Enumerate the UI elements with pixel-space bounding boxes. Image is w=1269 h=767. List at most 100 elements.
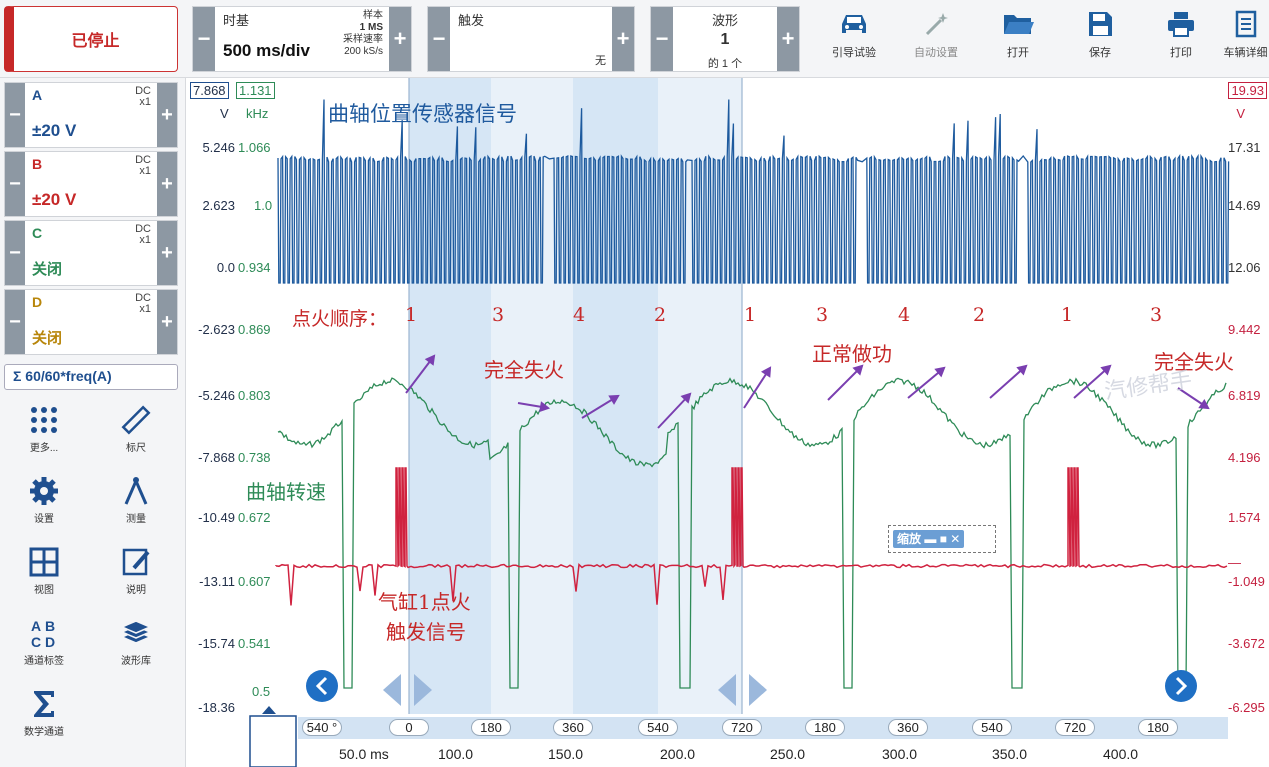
channel-b-panel[interactable]: − B DC x1 ±20 V + xyxy=(4,151,178,217)
channel-d-panel[interactable]: − D DC x1 关闭 + xyxy=(4,289,178,355)
channel-d-range[interactable]: 关闭 xyxy=(32,330,63,347)
firing-order-number: 3 xyxy=(816,304,829,326)
waveform-canvas[interactable] xyxy=(188,78,1269,767)
right-axis-tick: -6.295 xyxy=(1228,700,1265,715)
angle-tick: 540 xyxy=(972,719,1012,736)
samples-value: 1 MS xyxy=(359,22,383,33)
document-icon xyxy=(1235,10,1256,38)
trigger-minus-button[interactable]: − xyxy=(428,7,450,71)
channel-d-plus-button[interactable]: + xyxy=(157,290,177,354)
channel-c-minus-button[interactable]: − xyxy=(5,221,25,285)
more-button[interactable]: 更多... xyxy=(4,404,84,466)
freq-axis-tick: 1.0 xyxy=(254,198,273,213)
waveform-minus-button[interactable]: − xyxy=(651,7,673,71)
trigger-position-box[interactable] xyxy=(249,715,297,767)
open-button[interactable]: 打开 xyxy=(982,6,1054,70)
crank-speed-trace xyxy=(277,377,1227,689)
chevron-right-icon xyxy=(1175,676,1188,696)
firing-order-number: 4 xyxy=(573,304,586,326)
left-unit-volt: V xyxy=(220,106,229,121)
channel-b-range[interactable]: ±20 V xyxy=(32,190,77,209)
freq-axis-tick: 1.066 xyxy=(238,140,271,155)
save-button[interactable]: 保存 xyxy=(1064,6,1136,70)
left-axis-tick: -10.49 xyxy=(198,510,235,525)
channel-c-plus-button[interactable]: + xyxy=(157,221,177,285)
right-axis-tick: 14.69 xyxy=(1228,198,1261,213)
auto-setup-button[interactable]: 自动设置 xyxy=(900,6,972,70)
timebase-minus-button[interactable]: − xyxy=(193,7,215,71)
waveform-plus-button[interactable]: + xyxy=(777,7,799,71)
channel-a-probe[interactable]: x1 xyxy=(139,96,151,108)
channel-b-minus-button[interactable]: − xyxy=(5,152,25,216)
channel-a-minus-button[interactable]: − xyxy=(5,83,25,147)
channel-a-coupling[interactable]: DC xyxy=(135,85,151,97)
arrow-head xyxy=(608,394,620,405)
compass-icon xyxy=(124,477,148,505)
crank-signal-trace xyxy=(277,99,1230,284)
measure-button[interactable]: 测量 xyxy=(96,475,176,537)
trigger-mode[interactable]: 无 xyxy=(595,55,606,67)
time-tick: 50.0 ms xyxy=(339,746,389,762)
channel-b-probe[interactable]: x1 xyxy=(139,165,151,177)
print-label: 打印 xyxy=(1170,47,1192,59)
arrow-head xyxy=(852,364,864,376)
left-badge-a[interactable]: 7.868 xyxy=(190,82,229,99)
zoom-box[interactable]: 缩放 ▬ ■ ✕ xyxy=(888,525,996,553)
vehicle-details-label: 车辆详细 xyxy=(1223,47,1268,59)
math-channel-button[interactable]: Σ 60/60*freq(A) xyxy=(4,364,178,390)
channel-d-coupling[interactable]: DC xyxy=(135,292,151,304)
settings-button[interactable]: 设置 xyxy=(4,475,84,537)
timebase-value[interactable]: 500 ms/div xyxy=(223,41,310,60)
left-axis-tick: -5.246 xyxy=(198,388,235,403)
scope-plot[interactable]: 7.868 1.131 V kHz 19.93 V 5.246 2.623 0.0 -… xyxy=(188,78,1269,767)
channel-d-name: D xyxy=(32,294,43,310)
left-axis-tick: 2.623 xyxy=(202,198,235,213)
ruler-handle-left-a[interactable] xyxy=(383,674,401,706)
ruler-handle-right-b[interactable] xyxy=(749,674,767,706)
ruler-handle-right-a[interactable] xyxy=(718,674,736,706)
vehicle-details-button[interactable]: 车辆详细 xyxy=(1222,6,1269,70)
stop-button[interactable]: 已停止 xyxy=(4,6,178,72)
print-button[interactable]: 打印 xyxy=(1145,6,1217,70)
chevron-left-icon xyxy=(315,676,328,696)
channel-a-panel[interactable]: − A DC x1 ±20 V + xyxy=(4,82,178,148)
trigger-marker[interactable] xyxy=(262,706,276,714)
scroll-left-button[interactable] xyxy=(306,670,338,702)
left-badge-b[interactable]: 1.131 xyxy=(236,82,275,99)
channel-d-probe[interactable]: x1 xyxy=(139,303,151,315)
channel-b-coupling[interactable]: DC xyxy=(135,154,151,166)
channel-c-coupling[interactable]: DC xyxy=(135,223,151,235)
trigger-trace xyxy=(275,467,1228,606)
channel-c-panel[interactable]: − C DC x1 关闭 + xyxy=(4,220,178,286)
channel-d-minus-button[interactable]: − xyxy=(5,290,25,354)
channel-a-plus-button[interactable]: + xyxy=(157,83,177,147)
notes-button[interactable]: 说明 xyxy=(96,546,176,608)
ruler-button[interactable]: 标尺 xyxy=(96,404,176,466)
freq-axis-tick: 0.541 xyxy=(238,636,271,651)
firing-order-number: 3 xyxy=(492,304,505,326)
channel-c-probe[interactable]: x1 xyxy=(139,234,151,246)
left-axis-tick: -7.868 xyxy=(198,450,235,465)
view-button[interactable]: 视图 xyxy=(4,546,84,608)
scroll-right-button[interactable] xyxy=(1165,670,1197,702)
guided-test-button[interactable]: 引导试验 xyxy=(818,6,890,70)
waveform-library-button[interactable]: 波形库 xyxy=(96,617,176,679)
waveform-title: 波形 xyxy=(711,13,738,28)
math-channels-button[interactable]: 数学通道 xyxy=(4,688,84,750)
zoom-close-icon[interactable]: ✕ xyxy=(950,532,961,546)
trigger-plus-button[interactable]: + xyxy=(612,7,634,71)
waveform-index[interactable]: 1 xyxy=(720,31,730,48)
freq-axis-tick: 0.607 xyxy=(238,574,271,589)
channel-a-range[interactable]: ±20 V xyxy=(32,121,77,140)
right-badge[interactable]: 19.93 xyxy=(1228,82,1267,99)
timebase-plus-button[interactable]: + xyxy=(389,7,411,71)
notes-label: 说明 xyxy=(126,585,146,596)
channel-b-plus-button[interactable]: + xyxy=(157,152,177,216)
channel-c-range[interactable]: 关闭 xyxy=(32,261,63,278)
ruler-handle-left-b[interactable] xyxy=(414,674,432,706)
zoom-restore-icon[interactable]: ■ xyxy=(939,532,947,546)
angle-tick: 360 xyxy=(553,719,593,736)
channel-c-name: C xyxy=(32,225,43,241)
zoom-minimize-icon[interactable]: ▬ xyxy=(924,532,937,546)
